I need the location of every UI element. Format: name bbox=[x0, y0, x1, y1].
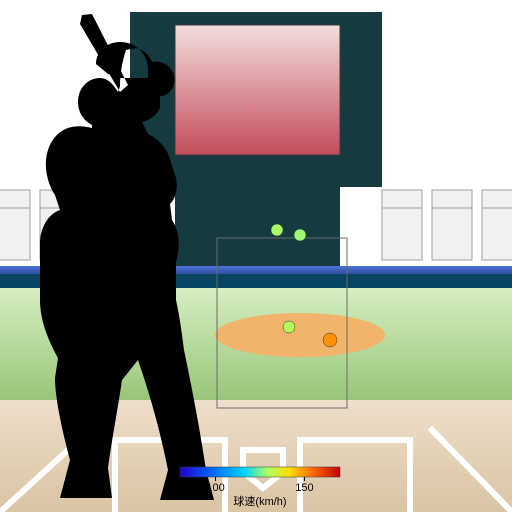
scoreboard-lower bbox=[175, 186, 340, 266]
seat-block bbox=[482, 190, 512, 260]
seat-block bbox=[382, 190, 422, 260]
pitch-marker bbox=[271, 224, 283, 236]
scoreboard-screen bbox=[175, 25, 340, 155]
colorbar-tick: 150 bbox=[295, 482, 313, 494]
colorbar bbox=[180, 467, 340, 477]
chart-svg: 100 150 球速(km/h) bbox=[0, 0, 512, 512]
pitchers-mound bbox=[215, 313, 385, 357]
pitch-location-chart: 100 150 球速(km/h) bbox=[0, 0, 512, 512]
colorbar-tick: 100 bbox=[206, 482, 224, 494]
seat-block bbox=[0, 190, 30, 260]
pitch-marker bbox=[323, 333, 337, 347]
pitch-marker bbox=[294, 229, 306, 241]
colorbar-label: 球速(km/h) bbox=[233, 494, 286, 508]
seat-block bbox=[432, 190, 472, 260]
pitch-marker bbox=[283, 321, 295, 333]
